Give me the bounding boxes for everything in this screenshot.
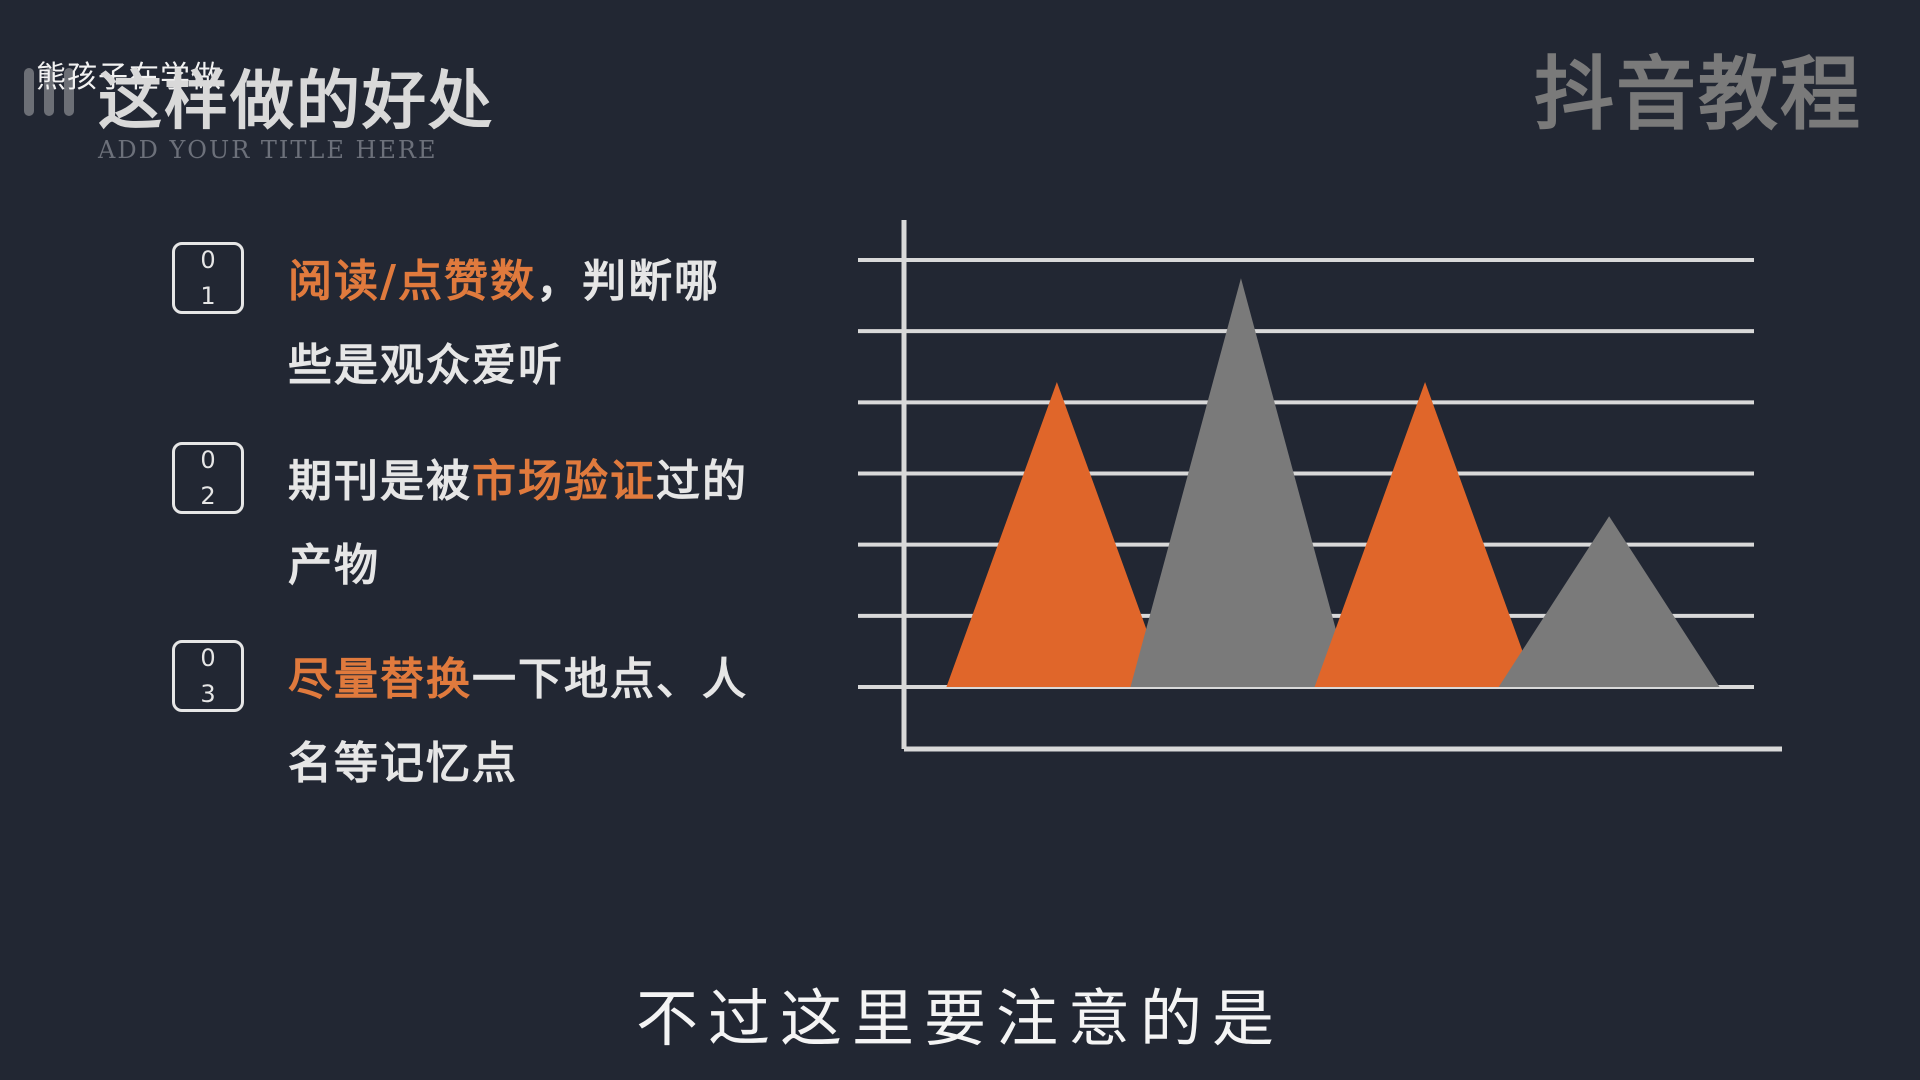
point-text: 期刊是被市场验证过的产物 [288, 440, 758, 608]
slide-subtitle: ADD YOUR TITLE HERE [98, 136, 438, 164]
slide-title: 这样做的好处 [98, 65, 494, 139]
badge-digit-top: 0 [200, 246, 216, 274]
body-text-lead: 期刊是被 [288, 456, 472, 507]
body-text: 一下地点、人名等记忆点 [288, 654, 748, 789]
point-text: 尽量替换一下地点、人名等记忆点 [288, 638, 758, 806]
body-text: ，判断哪些是观众爱听 [288, 256, 721, 391]
peak-4 [1498, 516, 1720, 687]
brand-watermark: 抖音教程 [1534, 48, 1862, 141]
peak-3 [1314, 382, 1536, 687]
uploader-watermark: 熊孩子在学做 [36, 60, 222, 95]
number-badge: 0 3 [172, 640, 244, 712]
peak-2 [1130, 278, 1352, 687]
badge-digit-bottom: 1 [200, 282, 216, 310]
peak-chart [858, 220, 1782, 752]
subtitle-caption: 不过这里要注意的是 [635, 982, 1284, 1055]
badge-digit-bottom: 2 [200, 482, 216, 510]
body-text: 过的产物 [288, 456, 748, 591]
badge-digit-top: 0 [200, 644, 216, 672]
number-badge: 0 1 [172, 242, 244, 314]
highlight-text: 阅读/点赞数 [288, 256, 537, 307]
badge-digit-bottom: 3 [200, 680, 216, 708]
peak-1 [946, 382, 1168, 687]
point-item-2: 0 2 期刊是被市场验证过的产物 [172, 440, 772, 608]
point-item-1: 0 1 阅读/点赞数，判断哪些是观众爱听 [172, 240, 772, 408]
point-item-3: 0 3 尽量替换一下地点、人名等记忆点 [172, 638, 772, 806]
point-text: 阅读/点赞数，判断哪些是观众爱听 [288, 240, 758, 408]
badge-digit-top: 0 [200, 446, 216, 474]
decorative-bars [24, 68, 74, 116]
highlight-text: 市场验证 [472, 456, 656, 507]
number-badge: 0 2 [172, 442, 244, 514]
highlight-text: 尽量替换 [288, 654, 472, 705]
